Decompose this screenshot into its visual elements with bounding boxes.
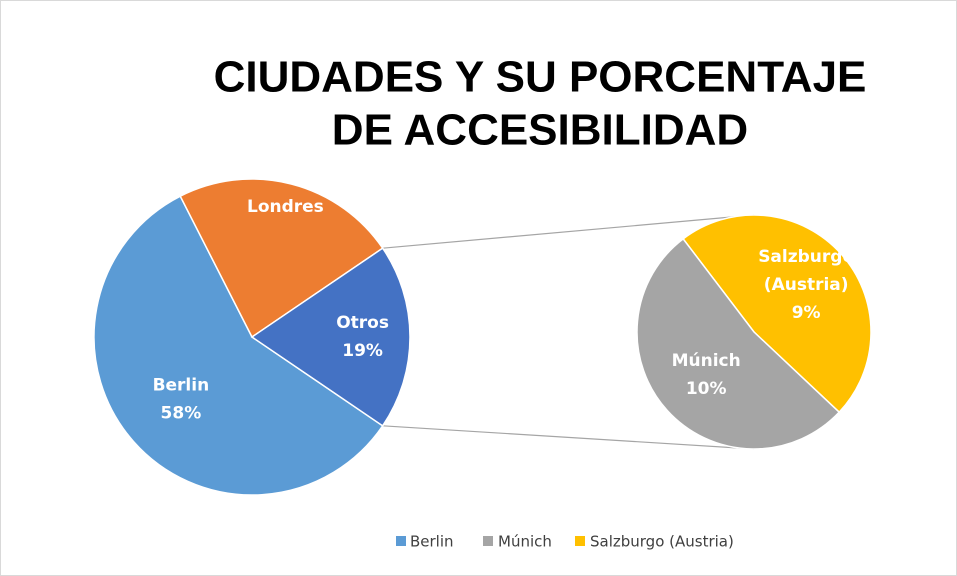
pie-slice [682, 214, 872, 414]
legend: Berlin Múnich Salzburgo (Austria) [396, 533, 734, 551]
pie-slice [636, 237, 841, 450]
value-label: 9% [792, 303, 821, 323]
data-label: Londres [247, 197, 324, 217]
category-label: (Austria) [764, 275, 849, 295]
chart-title: CIUDADES Y SU PORCENTAJE [214, 53, 867, 102]
category-label: Múnich [672, 351, 741, 371]
data-label: Salzburgo (Austria) 9% [758, 247, 854, 323]
connector-line [382, 425, 755, 450]
pie-slice [93, 195, 384, 496]
category-label: Salzburgo [758, 247, 854, 267]
data-label: Otros 19% [336, 313, 389, 361]
connector-line [382, 214, 755, 249]
category-label: Berlin [153, 376, 210, 396]
chart-title: DE ACCESIBILIDAD [332, 106, 748, 155]
legend-swatch [483, 536, 493, 546]
value-label: 19% [342, 341, 383, 361]
category-label: Londres [247, 197, 324, 217]
data-label: Múnich 10% [672, 351, 741, 399]
category-label: Otros [336, 313, 389, 333]
pie-slice [179, 178, 384, 339]
pie-slice [250, 247, 411, 427]
value-label: 10% [686, 379, 727, 399]
value-label: 58% [161, 404, 202, 424]
legend-label: Berlin [410, 533, 454, 551]
legend-label: Múnich [498, 533, 552, 551]
legend-swatch [396, 536, 406, 546]
legend-swatch [575, 536, 585, 546]
legend-label: Salzburgo (Austria) [590, 533, 734, 551]
data-label: Berlin 58% [153, 376, 210, 424]
